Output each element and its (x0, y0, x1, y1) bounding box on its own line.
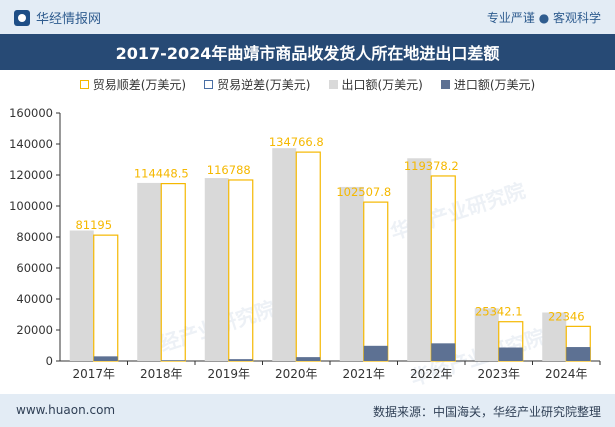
y-tick-label: 100000 (9, 199, 53, 213)
x-tick-label: 2020年 (275, 367, 318, 381)
import-bar (228, 359, 253, 361)
export-bar (204, 178, 229, 361)
legend-item-surplus: 贸易顺差(万美元) (79, 76, 187, 93)
export-bar (542, 312, 567, 361)
import-bar (566, 347, 591, 361)
x-tick-label: 2018年 (140, 367, 183, 381)
legend-label-surplus: 贸易顺差(万美元) (92, 77, 187, 92)
surplus-bar (93, 234, 119, 362)
legend-item-export: 出口额(万美元) (328, 76, 423, 93)
x-tick-label: 2024年 (545, 367, 588, 381)
legend-label-export: 出口额(万美元) (341, 77, 423, 92)
export-bar (137, 182, 162, 361)
export-bar (339, 186, 364, 361)
y-tick-label: 120000 (9, 168, 53, 182)
x-tick-label: 2019年 (207, 367, 250, 381)
surplus-data-label: 81195 (75, 218, 112, 232)
surplus-data-label: 116788 (207, 163, 251, 177)
footer-site: www.huaon.com (16, 403, 116, 417)
export-bar (407, 158, 432, 361)
chart-title: 2017-2024年曲靖市商品收发货人所在地进出口差额 (0, 34, 615, 70)
x-tick-label: 2023年 (477, 367, 520, 381)
y-tick-label: 0 (46, 354, 53, 368)
legend-item-import: 进口额(万美元) (440, 76, 536, 93)
y-tick-label: 80000 (16, 230, 53, 244)
surplus-data-label: 114448.5 (134, 167, 189, 181)
x-tick-label: 2021年 (342, 367, 385, 381)
surplus-bar (363, 201, 389, 362)
import-bar (161, 360, 186, 361)
import-bar (498, 347, 523, 361)
export-bar (69, 230, 94, 361)
surplus-bar (295, 151, 321, 362)
huajing-logo-icon (14, 9, 30, 26)
legend-item-deficit: 贸易逆差(万美元) (204, 76, 311, 93)
footer: www.huaon.com 数据来源：中国海关，华经产业研究院整理 (0, 394, 615, 427)
brand-name: 华经情报网 (36, 12, 102, 27)
y-tick-label: 60000 (16, 261, 53, 275)
bar-chart: 华经产业研究院华经产业研究院华经产业研究院0200004000060000800… (9, 106, 601, 390)
brand: 华经情报网 (14, 8, 101, 27)
surplus-data-label: 119378.2 (404, 159, 459, 173)
surplus-data-label: 134766.8 (269, 135, 324, 149)
legend: 贸易顺差(万美元) 贸易逆差(万美元) 出口额(万美元) 进口额(万美元) (0, 73, 615, 95)
export-bar (474, 308, 499, 361)
legend-swatch-export (328, 79, 338, 89)
tagline: 专业严谨 ● 客观科学 (486, 11, 601, 25)
x-tick-label: 2022年 (410, 367, 453, 381)
legend-swatch-deficit (204, 79, 214, 89)
import-bar (363, 345, 388, 361)
y-tick-label: 140000 (9, 137, 53, 151)
import-bar (93, 356, 118, 361)
import-bar (296, 357, 321, 361)
surplus-data-label: 102507.8 (336, 185, 391, 199)
legend-label-deficit: 贸易逆差(万美元) (217, 77, 311, 92)
legend-label-import: 进口额(万美元) (453, 77, 536, 92)
surplus-data-label: 22346 (548, 309, 585, 323)
x-tick-label: 2017年 (72, 367, 115, 381)
surplus-data-label: 25342.1 (475, 305, 523, 319)
y-tick-label: 40000 (16, 292, 53, 306)
export-bar (272, 148, 297, 361)
legend-swatch-surplus (79, 79, 89, 89)
top-bar: 华经情报网 专业严谨 ● 客观科学 (0, 0, 615, 34)
import-bar (431, 343, 456, 361)
legend-swatch-import (440, 79, 450, 89)
y-tick-label: 20000 (16, 323, 53, 337)
footer-source: 数据来源：中国海关，华经产业研究院整理 (372, 405, 601, 419)
y-tick-label: 160000 (9, 106, 53, 120)
